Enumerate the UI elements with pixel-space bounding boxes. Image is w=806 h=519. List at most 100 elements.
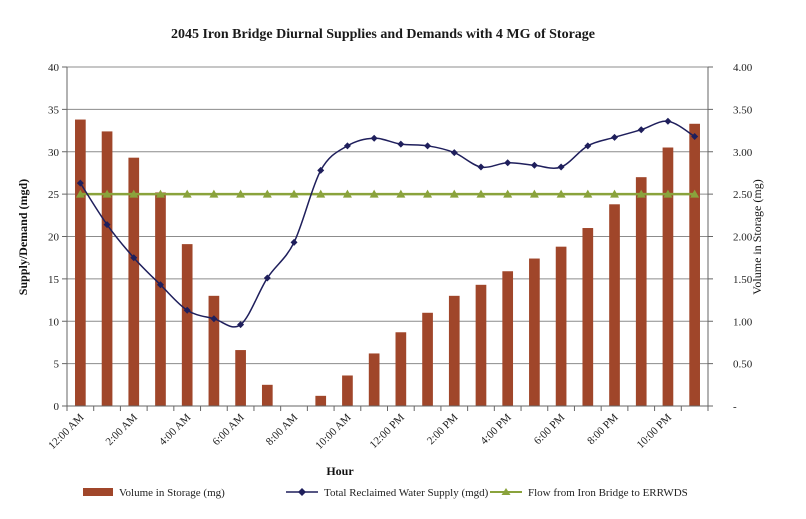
flow-point [449,189,459,198]
storage-bar [689,123,700,406]
supply-point [584,142,592,150]
supply-point [156,281,164,289]
x-tick-label: 10:00 AM [313,411,353,451]
flow-point [182,189,192,198]
flow-point [583,189,593,198]
supply-point [664,117,672,125]
x-tick-label: 10:00 PM [635,411,675,451]
supply-point [370,134,378,142]
x-tick-label: 12:00 AM [46,411,86,451]
x-tick-label: 6:00 PM [532,411,568,447]
supply-point [691,132,699,140]
y-left-tick-label: 35 [48,104,60,116]
legend-swatch-storage [83,488,113,496]
legend-label-flow: Flow from Iron Bridge to ERRWDS [528,487,688,499]
storage-bar [582,228,594,406]
flow-point [316,189,326,198]
flow-point [129,189,139,198]
storage-bar [181,244,193,406]
supply-point [530,161,538,169]
storage-bar [609,204,620,406]
flow-point [289,189,299,198]
flow-point [75,189,85,198]
storage-bar [155,192,166,406]
supply-point [237,321,245,329]
storage-bar [555,246,567,406]
x-tick-label: 6:00 AM [210,411,247,448]
supply-point [637,126,645,134]
storage-bar [635,177,647,406]
storage-bar [448,295,460,406]
y-left-tick-label: 10 [48,316,60,328]
flow-point [236,189,246,198]
supply-point [477,163,485,171]
x-tick-label: 4:00 AM [157,411,194,448]
y-axis-right-title: Volume in Storage (mg) [750,179,764,294]
y-left-tick-label: 15 [48,274,60,286]
storage-bar [662,147,674,406]
x-tick-label: 2:00 PM [425,411,461,447]
supply-point [504,159,512,167]
flow-point [262,189,272,198]
storage-bar [261,384,273,406]
x-tick-label: 12:00 PM [368,411,408,451]
y-right-tick-label: - [733,401,737,413]
y-right-tick-label: 1.50 [733,274,753,286]
flow-point [636,189,646,198]
flow-point [102,189,112,198]
x-tick-label: 8:00 PM [585,411,621,447]
legend-label-supply: Total Reclaimed Water Supply (mgd) [324,487,489,499]
chart-title: 2045 Iron Bridge Diurnal Supplies and De… [171,27,595,42]
flow-point [155,189,165,198]
y-left-tick-label: 25 [48,189,60,201]
flow-point [503,189,513,198]
supply-point [263,274,271,282]
y-left-tick-label: 0 [54,401,60,413]
storage-bar [235,350,246,406]
supply-point [343,142,351,150]
y-left-tick-label: 20 [48,232,60,244]
flow-point [529,189,539,198]
flow-point [209,189,219,198]
flow-point [342,189,352,198]
line-series [75,117,700,329]
storage-bars [75,119,700,407]
supply-point [183,306,191,314]
x-tick-label: 2:00 AM [104,411,141,448]
y-right-tick-label: 0.50 [733,359,753,371]
storage-bar [368,353,380,406]
storage-bar [529,258,540,406]
flow-point [663,189,673,198]
legend-swatch-supply-marker [298,488,306,496]
x-tick-label: 8:00 AM [264,411,301,448]
y-right-tick-label: 2.50 [733,189,753,201]
y-left-tick-label: 30 [48,147,60,159]
supply-point [424,142,432,150]
supply-point [290,238,298,246]
supply-point [611,133,619,141]
y-right-tick-label: 1.00 [733,316,753,328]
supply-point [76,179,84,187]
flow-point [690,189,700,198]
flow-point [476,189,486,198]
y-left-tick-label: 5 [54,359,60,371]
storage-bar [502,271,514,406]
y-right-tick-label: 4.00 [733,62,753,74]
supply-point [317,166,325,174]
storage-bar [475,284,487,406]
supply-point [397,140,405,148]
storage-bar [101,131,113,406]
legend: Volume in Storage (mg) Total Reclaimed W… [83,487,688,499]
supply-point [450,149,458,157]
flow-point [396,189,406,198]
flow-point [423,189,433,198]
legend-label-storage: Volume in Storage (mg) [119,487,225,499]
y-left-tick-label: 40 [48,62,60,74]
x-tick-label: 4:00 PM [478,411,514,447]
storage-bar [395,332,407,406]
supply-point [210,315,218,323]
legend-swatch-flow-marker [501,488,511,495]
y-axis-left-title: Supply/Demand (mgd) [16,179,30,295]
